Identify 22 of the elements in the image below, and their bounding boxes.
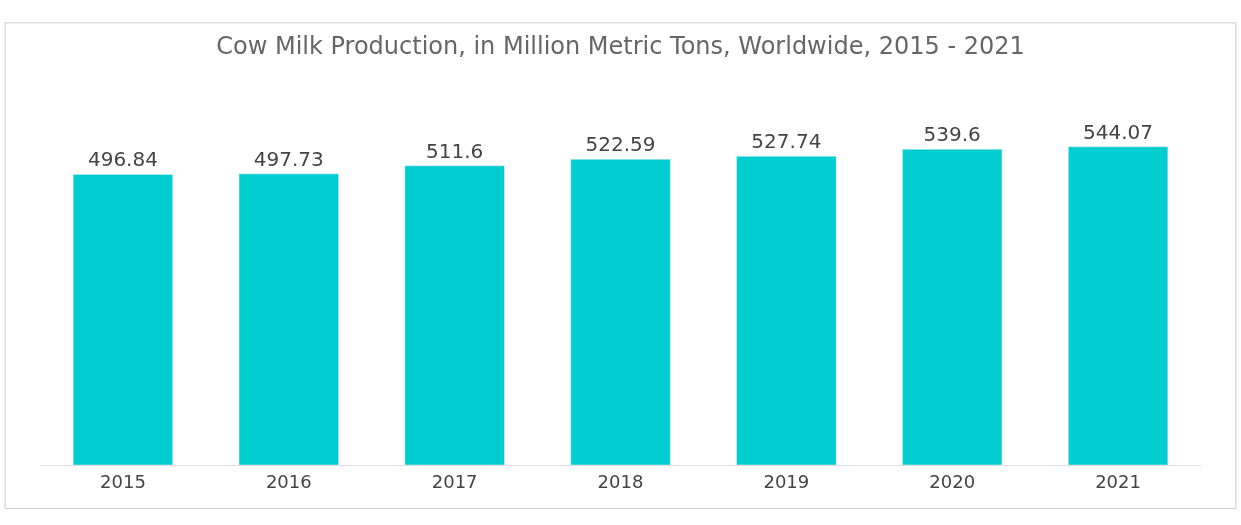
data-label: 522.59 bbox=[585, 132, 656, 157]
x-tick-label: 2016 bbox=[265, 470, 312, 492]
bar bbox=[72, 174, 173, 465]
x-tick-label: 2015 bbox=[100, 470, 146, 492]
x-tick-label: 2020 bbox=[929, 470, 976, 492]
data-label: 496.84 bbox=[87, 147, 158, 172]
data-label: 511.6 bbox=[426, 138, 484, 163]
x-tick-label: 2018 bbox=[597, 470, 644, 492]
x-tick-label: 2021 bbox=[1095, 470, 1141, 492]
data-label: 544.07 bbox=[1083, 119, 1154, 144]
bar bbox=[1068, 146, 1169, 465]
bar bbox=[736, 156, 837, 465]
bar bbox=[902, 149, 1003, 465]
data-label: 527.74 bbox=[751, 129, 822, 154]
bar bbox=[404, 165, 505, 465]
data-label: 497.73 bbox=[253, 146, 324, 171]
chart-title: Cow Milk Production, in Million Metric Tons, Worldwide, 2015 - 2021 bbox=[216, 31, 1025, 60]
bar bbox=[238, 173, 339, 465]
x-tick-label: 2017 bbox=[431, 470, 478, 492]
x-tick-label: 2019 bbox=[763, 470, 810, 492]
bar bbox=[570, 159, 671, 465]
data-label: 539.6 bbox=[923, 122, 981, 147]
